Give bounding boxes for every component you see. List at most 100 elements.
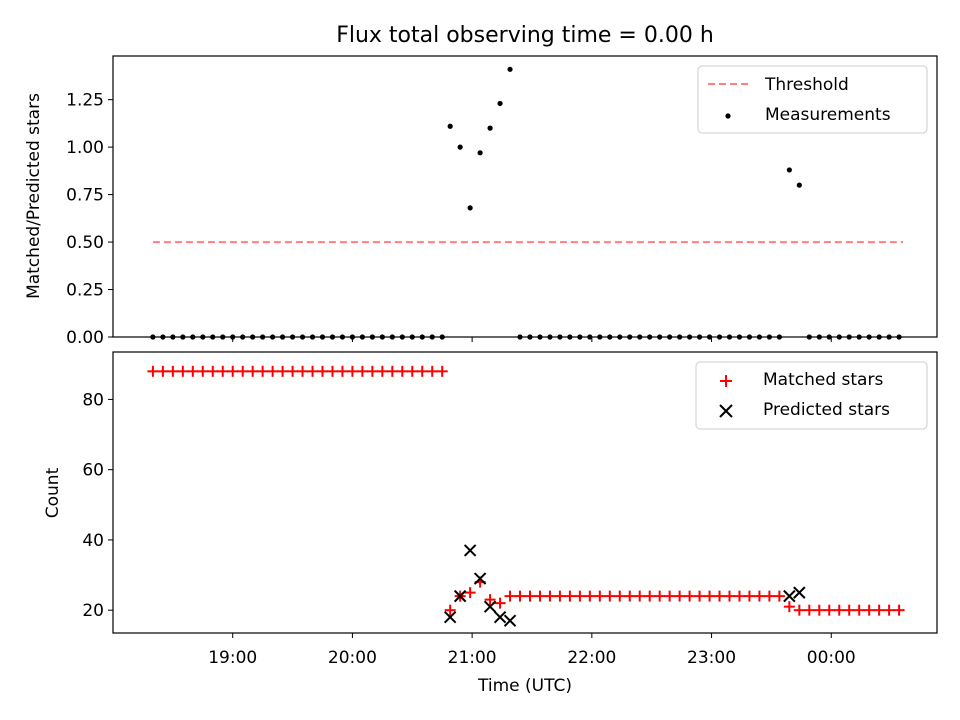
predicted-star-marker <box>493 610 507 624</box>
matched-star-marker <box>564 590 576 602</box>
measurement-point <box>796 182 802 188</box>
matched-star-marker <box>534 590 546 602</box>
matched-star-marker <box>753 590 765 602</box>
matched-star-marker <box>833 604 845 616</box>
bottom-axes-frame <box>112 351 938 634</box>
x-tick-label: 19:00 <box>208 648 257 668</box>
matched-star-marker <box>634 590 646 602</box>
measurement-point <box>497 100 503 107</box>
count-panel: Count Time (UTC) 20 40 60 80 19:00 20:00 21:0… <box>43 351 938 696</box>
top-y-tick-label: 0.75 <box>66 186 104 206</box>
matched-star-marker <box>614 590 626 602</box>
matched-star-marker <box>237 365 249 377</box>
top-y-tick-label: 1.25 <box>66 91 104 111</box>
legend-measurements-label: Measurements <box>765 105 891 125</box>
bottom-y-tick-label: 80 <box>82 390 104 410</box>
bottom-y-tick-label: 60 <box>82 461 104 481</box>
chart-title: Flux total observing time = 0.00 h <box>336 23 714 48</box>
matched-star-marker <box>197 365 209 377</box>
matched-star-marker <box>664 590 676 602</box>
top-y-tick-label: 1.00 <box>66 138 104 158</box>
matched-star-marker <box>247 365 259 377</box>
matched-star-marker <box>803 604 815 616</box>
x-tick-label: 00:00 <box>807 648 856 668</box>
matched-star-marker <box>287 365 299 377</box>
matched-star-marker <box>714 590 726 602</box>
matched-star-marker <box>147 365 159 377</box>
matched-star-marker <box>504 590 516 602</box>
bottom-legend: Matched stars Predicted stars <box>695 361 928 430</box>
matched-star-marker <box>267 365 279 377</box>
matched-star-marker <box>187 365 199 377</box>
matched-star-marker <box>207 365 219 377</box>
matched-star-marker <box>594 590 606 602</box>
matched-star-marker <box>604 590 616 602</box>
matched-star-marker <box>494 597 506 609</box>
matched-star-marker <box>773 590 785 602</box>
matched-star-marker <box>853 604 865 616</box>
top-y-axis-label: Matched/Predicted stars <box>24 93 44 299</box>
measurement-point <box>477 150 483 156</box>
matched-star-marker <box>584 590 596 602</box>
measurement-point <box>487 125 493 131</box>
matched-star-marker <box>436 365 448 377</box>
predicted-star-marker <box>783 589 796 603</box>
matched-star-marker <box>444 604 456 616</box>
measurements-legend-swatch <box>725 113 731 119</box>
matched-star-marker <box>524 590 536 602</box>
legend-predicted-label: Predicted stars <box>763 400 890 420</box>
matched-star-marker <box>544 590 556 602</box>
matched-star-marker <box>554 590 566 602</box>
matched-star-marker <box>893 604 905 616</box>
matched-star-marker <box>783 601 795 613</box>
matched-star-marker <box>336 365 348 377</box>
top-y-tick-label: 0.25 <box>66 281 104 301</box>
predicted-star-marker <box>453 589 467 603</box>
matched-star-marker <box>684 590 696 602</box>
ratio-panel: Flux total observing time = 0.00 h Match… <box>24 23 938 348</box>
predicted-star-marker <box>443 610 457 624</box>
bottom-y-tick-label: 40 <box>82 531 104 551</box>
legend-matched-label: Matched stars <box>763 370 883 390</box>
x-tick-label: 20:00 <box>328 648 377 668</box>
predicted-star-marker <box>463 544 477 557</box>
matched-star-marker <box>883 604 895 616</box>
matched-star-marker <box>704 590 716 602</box>
measurement-point <box>447 123 453 129</box>
matched-star-marker <box>464 587 476 599</box>
legend-threshold-label: Threshold <box>764 75 849 95</box>
matched-star-marker <box>843 604 855 616</box>
bottom-x-ticks: 19:00 20:00 21:00 22:00 23:00 00:00 <box>208 633 856 668</box>
top-legend: Threshold Measurements <box>697 65 928 134</box>
matched-star-marker <box>326 365 338 377</box>
matched-star-marker <box>406 365 418 377</box>
matched-star-marker <box>426 365 438 377</box>
matched-star-marker <box>823 604 835 616</box>
matched-star-marker <box>793 604 805 616</box>
matched-star-marker <box>376 365 388 377</box>
matched-star-marker <box>873 604 885 616</box>
measurement-point <box>507 66 513 72</box>
matched-star-marker <box>733 590 745 602</box>
matched-star-marker <box>763 590 775 602</box>
matched-star-marker <box>813 604 825 616</box>
matched-star-marker <box>167 365 179 377</box>
matched-star-marker <box>277 365 289 377</box>
bottom-y-tick-label: 20 <box>82 601 104 621</box>
predicted-legend-swatch <box>719 404 733 418</box>
matched-star-marker <box>366 365 378 377</box>
bottom-y-axis-label: Count <box>43 467 63 518</box>
matched-star-marker <box>654 590 666 602</box>
measurement-point <box>467 205 473 211</box>
top-plot-area <box>150 66 904 340</box>
x-axis-label: Time (UTC) <box>477 676 572 696</box>
x-tick-label: 22:00 <box>567 648 616 668</box>
matched-star-marker <box>217 365 229 377</box>
matched-star-marker <box>574 590 586 602</box>
matched-star-marker <box>416 365 428 377</box>
matched-star-marker <box>307 365 319 377</box>
measurement-point <box>457 144 463 150</box>
matched-star-marker <box>386 365 398 377</box>
top-y-tick-label: 0.50 <box>66 233 104 253</box>
